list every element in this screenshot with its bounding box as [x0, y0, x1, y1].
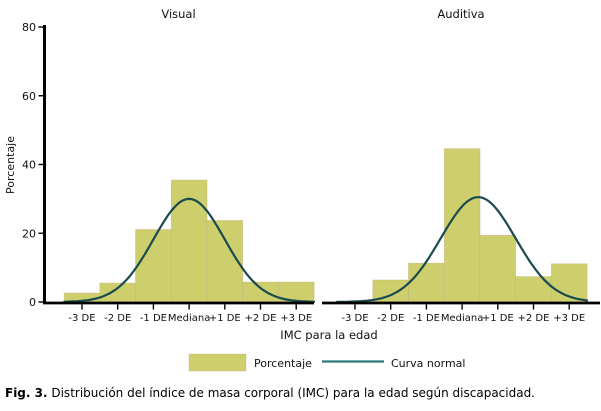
y-axis: 0 20 40 60 80 — [22, 21, 46, 309]
y-axis-title: Porcentaje — [4, 136, 17, 194]
bmi-distribution-chart: 0 20 40 60 80 Porcentaje Visual -3 DE -2 DE -1 DE… — [4, 7, 600, 372]
x-tick-label: -3 DE — [68, 313, 95, 324]
panel-auditiva: Auditiva -3 DE -2 DE -1 DE Mediana+1 DE +2 DE… — [322, 7, 600, 324]
caption-figure-number: Fig. 3. — [5, 386, 48, 400]
x-tick-label: Mediana — [441, 313, 484, 324]
histogram-bar — [408, 262, 445, 303]
x-tick-label: -1 DE — [140, 313, 167, 324]
x-tick-label: -2 DE — [377, 313, 404, 324]
x-tick-label: +2 DE — [518, 313, 550, 324]
histogram-bar — [242, 281, 279, 303]
legend-label-porcentaje: Porcentaje — [254, 357, 312, 370]
y-tick-label: 0 — [29, 296, 36, 309]
legend-label-curva-normal: Curva normal — [391, 357, 465, 370]
figure-caption: Fig. 3. Distribución del índice de masa … — [5, 386, 601, 401]
legend: Porcentaje Curva normal — [188, 353, 465, 372]
x-tick-label: -3 DE — [341, 313, 368, 324]
x-tick-label: Mediana — [168, 313, 211, 324]
panel-visual: Visual -3 DE -2 DE -1 DE Mediana+1 DE +2 DE +3… — [43, 7, 316, 324]
x-tick-label: +2 DE — [245, 313, 277, 324]
x-tick-label: -2 DE — [104, 313, 131, 324]
y-tick-label: 20 — [22, 227, 36, 240]
x-axis-title: IMC para la edad — [280, 328, 377, 342]
x-tick-label: +1 DE — [209, 313, 241, 324]
histogram-bar — [170, 179, 208, 303]
legend-swatch-porcentaje — [188, 353, 247, 372]
histogram-bar — [479, 234, 516, 303]
x-tick-label: +3 DE — [280, 313, 312, 324]
y-tick-label: 40 — [22, 159, 36, 172]
panel-title: Auditiva — [437, 7, 484, 21]
normal-curve — [63, 197, 316, 303]
y-tick-label: 80 — [22, 21, 36, 34]
panel-title: Visual — [161, 7, 195, 21]
x-tick-label: +3 DE — [553, 313, 585, 324]
x-tick-label: +1 DE — [482, 313, 514, 324]
y-tick-label: 60 — [22, 90, 36, 103]
histogram-bar — [99, 282, 136, 303]
x-tick-label: -1 DE — [413, 313, 440, 324]
caption-text: Distribución del índice de masa corporal… — [47, 386, 535, 400]
normal-curve — [336, 196, 589, 303]
histogram-bar — [443, 148, 481, 303]
